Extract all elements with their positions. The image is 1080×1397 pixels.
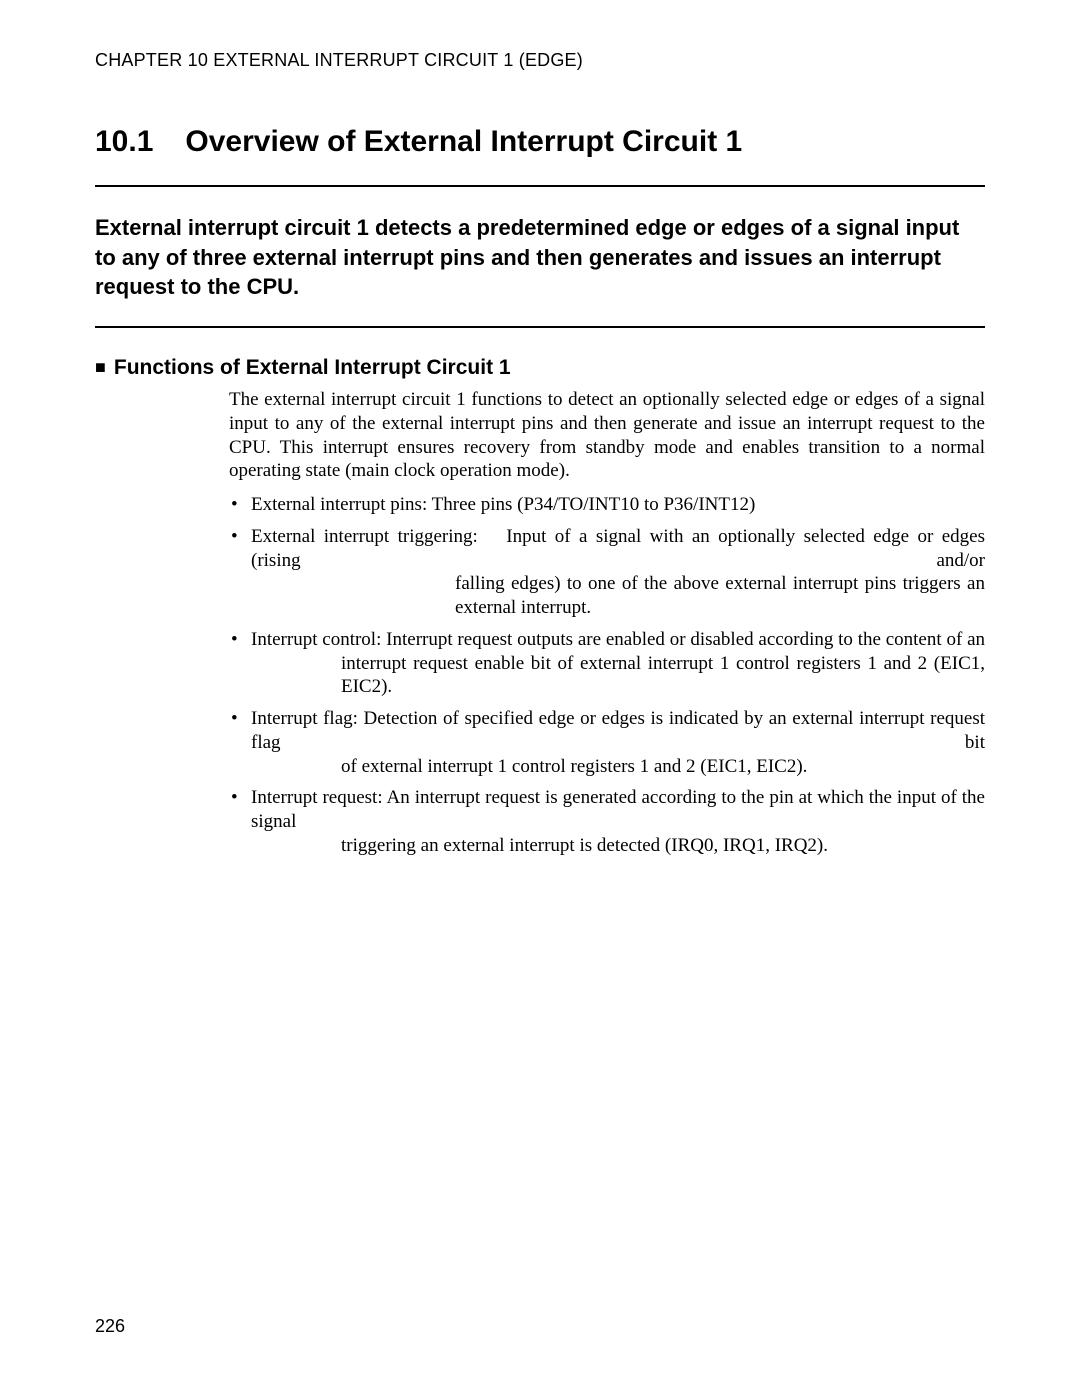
list-item: Interrupt control: Interrupt request out… [229, 628, 985, 699]
intro-paragraph: The external interrupt circuit 1 functio… [229, 388, 985, 483]
list-item: External interrupt pins: Three pins (P34… [229, 493, 985, 517]
section-title: 10.1 Overview of External Interrupt Circu… [95, 125, 985, 159]
page-root: CHAPTER 10 EXTERNAL INTERRUPT CIRCUIT 1 … [0, 0, 1080, 1397]
lead-paragraph: External interrupt circuit 1 detects a p… [95, 213, 985, 302]
section-title-text: Overview of External Interrupt Circuit 1 [185, 125, 742, 158]
subheading-text: Functions of External Interrupt Circuit … [114, 356, 511, 379]
bullet-rest: of external interrupt 1 control register… [341, 755, 985, 779]
body-block: The external interrupt circuit 1 functio… [229, 388, 985, 858]
bullet-rest: triggering an external interrupt is dete… [341, 834, 985, 858]
bullet-text: External interrupt pins: Three pins (P34… [251, 494, 755, 515]
bullet-line1: External interrupt triggering: Input of … [251, 525, 985, 573]
list-item: External interrupt triggering: Input of … [229, 525, 985, 620]
bullet-list: External interrupt pins: Three pins (P34… [229, 493, 985, 858]
section-number: 10.1 [95, 125, 153, 159]
chapter-header: CHAPTER 10 EXTERNAL INTERRUPT CIRCUIT 1 … [95, 50, 985, 71]
subheading: ■ Functions of External Interrupt Circuit… [95, 356, 985, 380]
list-item: Interrupt flag: Detection of specified e… [229, 707, 985, 778]
bullet-line1: Interrupt flag: Detection of specified e… [251, 707, 985, 755]
page-number: 226 [95, 1316, 125, 1337]
bullet-line1: Interrupt request: An interrupt request … [251, 786, 985, 834]
bullet-rest: interrupt request enable bit of external… [341, 652, 985, 700]
bullet-rest: falling edges) to one of the above exter… [455, 572, 985, 620]
bullet-line1: Interrupt control: Interrupt request out… [251, 628, 985, 652]
rule-top [95, 185, 985, 187]
black-square-icon: ■ [95, 357, 106, 377]
rule-bottom [95, 326, 985, 328]
list-item: Interrupt request: An interrupt request … [229, 786, 985, 857]
